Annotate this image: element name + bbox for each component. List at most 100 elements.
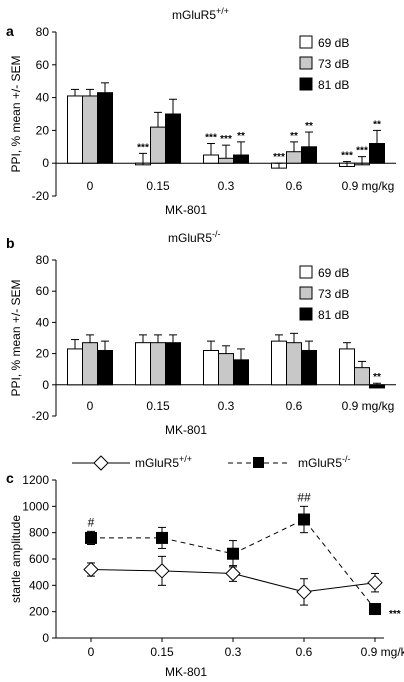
legend-swatch — [299, 265, 313, 279]
legend-label: 69 dB — [318, 36, 349, 50]
chart-title: mGluR5-/- — [168, 229, 221, 245]
y-tick-label: 20 — [36, 123, 50, 137]
legend-swatch — [299, 307, 313, 321]
y-tick-label: 400 — [29, 578, 49, 592]
legend-marker-square — [253, 457, 264, 468]
bar — [82, 95, 98, 164]
x-tick-label: 0 — [88, 645, 95, 659]
legend-label-knockout-base: mGluR5 — [298, 456, 342, 470]
legend-label: 81 dB — [318, 308, 349, 322]
chart-title: mGluR5+/+ — [172, 6, 229, 22]
significance-marker: *** — [389, 609, 401, 620]
legend-label: 69 dB — [318, 266, 349, 280]
bar — [369, 143, 385, 164]
x-tick-label: 0.6 — [296, 645, 313, 659]
x-tick-label: 0.3 — [218, 179, 235, 193]
y-tick-label: 0 — [42, 378, 49, 392]
significance-marker: ** — [373, 119, 381, 130]
bar — [97, 349, 113, 386]
x-tick-label: 0 — [87, 179, 94, 193]
x-axis-label: MK-801 — [165, 665, 207, 679]
y-tick-label: 800 — [29, 526, 49, 540]
y-tick-label: -20 — [32, 409, 50, 423]
panel-label: a — [6, 23, 14, 39]
significance-marker: *** — [341, 151, 353, 162]
bar — [82, 342, 98, 386]
x-tick-label: 0.9 mg/kg — [342, 179, 395, 193]
bar — [203, 349, 219, 386]
x-tick-label: 0.6 — [286, 399, 303, 413]
legend-label-wildtype: mGluR5+/+ — [135, 454, 192, 470]
panel-a: a mGluR5+/+ 80 60 40 20 0 -20 PPI, % mean +/- SE… — [6, 6, 396, 217]
significance-marker: *** — [273, 152, 285, 163]
data-point-diamond — [154, 563, 170, 579]
panel-label: c — [6, 470, 14, 486]
bar — [135, 342, 151, 386]
y-axis-label: PPI, % mean +/- SEM — [9, 55, 23, 172]
bar — [150, 126, 166, 164]
y-tick-label: 40 — [36, 315, 50, 329]
y-tick-label: 0 — [42, 631, 49, 645]
bar — [218, 157, 234, 164]
panel-b: b mGluR5-/- 80 60 40 20 0 -20 PPI, % mean +/- SE… — [6, 229, 396, 437]
y-tick-label: 0 — [42, 156, 49, 170]
significance-marker: ** — [290, 131, 298, 142]
bar — [339, 348, 355, 386]
panel-label: b — [6, 235, 15, 251]
y-tick-label: 1200 — [22, 473, 49, 487]
x-tick-label: 0.9 mg/kg — [361, 645, 404, 659]
significance-marker: *** — [205, 133, 217, 144]
y-tick-label: -20 — [32, 189, 50, 203]
data-point-square — [227, 547, 239, 560]
x-axis-label: MK-801 — [165, 203, 207, 217]
legend-label-knockout: mGluR5-/- — [298, 454, 351, 470]
y-tick-label: 20 — [36, 347, 50, 361]
bar — [67, 95, 83, 164]
y-tick-label: 60 — [36, 284, 50, 298]
x-tick-label: 0.15 — [150, 645, 174, 659]
y-axis-label: startle amplitude — [9, 515, 23, 603]
bar — [165, 342, 181, 386]
chart-title-base: mGluR5 — [172, 8, 216, 22]
data-point-diamond — [367, 574, 383, 591]
legend-label-wildtype-superscript: +/+ — [179, 454, 192, 464]
data-point-diamond — [225, 565, 241, 582]
chart-title-superscript: +/+ — [216, 6, 229, 16]
legend-label-wildtype-base: mGluR5 — [135, 456, 179, 470]
y-axis-label: PPI, % mean +/- SEM — [9, 279, 23, 396]
bar — [218, 353, 234, 386]
legend-label: 73 dB — [318, 287, 349, 301]
y-tick-label: 600 — [29, 552, 49, 566]
data-point-square — [85, 531, 97, 544]
x-tick-label: 0 — [87, 399, 94, 413]
x-tick-label: 0.3 — [225, 645, 242, 659]
bar — [286, 342, 302, 386]
bar — [301, 146, 317, 164]
bar — [67, 348, 83, 386]
legend-swatch — [299, 56, 313, 70]
x-tick-label: 0.15 — [146, 179, 170, 193]
chart-title-superscript: -/- — [212, 229, 221, 239]
significance-marker: # — [88, 515, 95, 529]
bar — [97, 92, 113, 164]
x-tick-label: 0.15 — [146, 399, 170, 413]
significance-marker: *** — [356, 146, 368, 157]
bar — [165, 113, 181, 164]
data-point-square — [369, 603, 381, 616]
bar — [301, 349, 317, 386]
y-tick-label: 1000 — [22, 499, 49, 513]
bar — [203, 154, 219, 164]
legend-swatch — [299, 35, 313, 49]
x-tick-label: 0.9 mg/kg — [342, 399, 395, 413]
data-point-square — [156, 531, 168, 544]
legend-label-knockout-superscript: -/- — [342, 454, 351, 464]
legend-swatch — [299, 77, 313, 91]
legend-swatch — [299, 286, 313, 300]
x-tick-label: 0.6 — [286, 179, 303, 193]
bar — [233, 359, 249, 386]
bar — [286, 151, 302, 164]
legend-label: 81 dB — [318, 78, 349, 92]
y-tick-label: 200 — [29, 605, 49, 619]
y-tick-label: 80 — [36, 253, 50, 267]
